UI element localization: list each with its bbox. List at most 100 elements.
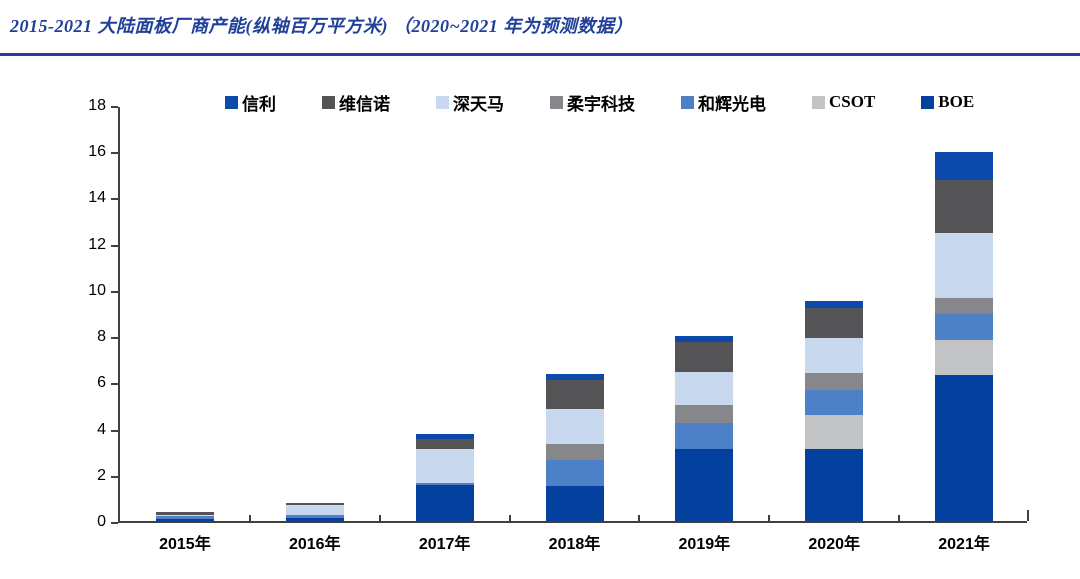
bar-segment-深天马 (545, 408, 604, 444)
y-axis-tick-label: 4 (97, 420, 106, 438)
bar-segment-和辉光电 (285, 515, 344, 518)
x-axis-category-label: 2015年 (159, 536, 211, 553)
bar-segment-柔宇科技 (675, 405, 734, 423)
legend-swatch-icon (436, 95, 449, 109)
y-axis-tick (111, 522, 118, 524)
legend-label: BOE (938, 92, 975, 111)
x-axis-tick (638, 515, 641, 521)
bar-segment-CSOT (935, 339, 994, 376)
x-axis-end-tick (1027, 510, 1029, 521)
bar-segment-和辉光电 (545, 459, 604, 487)
bar-segment-深天马 (155, 515, 214, 517)
legend-swatch-icon (322, 95, 335, 109)
x-axis-category-label: 2020年 (808, 536, 860, 553)
bar-segment-信利 (935, 152, 994, 181)
legend-label: 柔宇科技 (567, 94, 635, 114)
bar-segment-BOE (155, 518, 214, 521)
bar-segment-信利 (805, 301, 864, 309)
bar-segment-和辉光电 (935, 314, 994, 340)
legend-swatch-icon (681, 95, 694, 109)
y-axis-tick-label: 0 (97, 513, 106, 530)
bar-segment-BOE (675, 449, 734, 521)
chart-title: 2015-2021 大陆面板厂商产能(纵轴百万平方米) （2020~2021 年… (10, 16, 633, 36)
legend-item-CSOT: CSOT (812, 92, 875, 112)
x-axis-tick (248, 515, 251, 521)
legend-label: 信利 (242, 94, 276, 114)
x-axis-category-label: 2017年 (418, 536, 471, 553)
bar-segment-维信诺 (675, 341, 734, 372)
bar-segment-和辉光电 (155, 516, 214, 519)
bar-segment-柔宇科技 (545, 443, 604, 460)
y-axis-tick (111, 244, 118, 247)
legend-swatch-icon (550, 95, 563, 109)
y-axis-tick-label: 8 (97, 328, 106, 346)
bar-segment-维信诺 (285, 502, 344, 505)
y-axis-tick-label: 12 (88, 235, 106, 253)
legend-item-BOE: BOE (921, 92, 974, 112)
bar-segment-BOE (805, 449, 864, 521)
x-axis-category-label: 2018年 (548, 536, 601, 553)
y-axis-tick (111, 383, 118, 386)
y-axis-tick-label: 16 (88, 143, 106, 161)
y-axis-tick (111, 290, 118, 293)
y-axis-tick-label: 14 (88, 189, 106, 207)
bar-segment-深天马 (285, 504, 344, 516)
legend-item-维信诺: 维信诺 (322, 90, 390, 115)
bar-segment-柔宇科技 (935, 297, 994, 315)
y-axis-tick-label: 10 (88, 281, 106, 299)
bar-segment-BOE (285, 517, 344, 521)
bar-segment-维信诺 (415, 438, 474, 450)
bar-segment-深天马 (415, 449, 474, 483)
x-axis-tick (898, 515, 901, 521)
bar-segment-信利 (415, 434, 474, 439)
legend-swatch-icon (225, 95, 238, 109)
bar-segment-深天马 (935, 233, 994, 298)
bar-segment-和辉光电 (805, 390, 864, 415)
x-axis-category-label: 2021年 (938, 536, 990, 553)
capacity-stacked-bar-chart: 信利 维信诺 深天马 柔宇科技 和辉光电 CSOT BOE 0 2 4 6 8 10 12 14 16 18 2… (0, 60, 1080, 579)
bar-segment-深天马 (675, 371, 734, 406)
y-axis-tick (111, 152, 118, 155)
bar-segment-维信诺 (155, 511, 214, 516)
y-axis-tick (111, 429, 118, 432)
legend-item-深天马: 深天马 (436, 90, 504, 115)
bar-segment-维信诺 (805, 308, 864, 339)
title-divider (0, 53, 1080, 56)
y-axis-tick (111, 475, 118, 478)
x-axis-tick (378, 515, 381, 521)
y-axis-tick-label: 18 (88, 97, 106, 114)
y-axis-tick (111, 198, 118, 201)
bar-segment-信利 (675, 336, 734, 342)
bar-segment-CSOT (805, 414, 864, 450)
bar-segment-和辉光电 (675, 422, 734, 450)
legend-label: 维信诺 (339, 94, 390, 114)
legend-label: 和辉光电 (698, 94, 766, 114)
chart-title-bar: 2015-2021 大陆面板厂商产能(纵轴百万平方米) （2020~2021 年… (10, 12, 1070, 38)
legend-item-信利: 信利 (225, 90, 276, 115)
x-axis-category-label: 2019年 (678, 536, 731, 553)
legend-swatch-icon (812, 95, 825, 109)
bar-segment-深天马 (805, 338, 864, 374)
bar-segment-维信诺 (935, 180, 994, 234)
bar-segment-和辉光电 (415, 482, 474, 486)
bar-segment-柔宇科技 (805, 373, 864, 391)
x-axis-category-label: 2016年 (288, 536, 341, 553)
x-axis-tick (508, 515, 511, 521)
x-axis-tick (768, 515, 771, 521)
bar-segment-BOE (935, 375, 994, 521)
y-axis-tick-label: 2 (97, 466, 106, 484)
bar-segment-维信诺 (545, 380, 604, 409)
y-axis-tick-label: 6 (97, 374, 106, 392)
bar-segment-BOE (415, 485, 474, 521)
legend-label: CSOT (829, 92, 876, 111)
chart-legend: 信利 维信诺 深天马 柔宇科技 和辉光电 CSOT BOE (225, 90, 974, 115)
legend-item-和辉光电: 和辉光电 (681, 90, 766, 115)
legend-swatch-icon (921, 95, 935, 109)
plot-area: 0 2 4 6 8 10 12 14 16 18 2015年 2016年 2017年 2018年 2019年… (88, 97, 1029, 553)
y-axis-tick (111, 106, 118, 108)
y-axis-tick (111, 337, 118, 340)
bar-segment-信利 (545, 374, 604, 381)
bar-segment-BOE (545, 486, 604, 521)
legend-label: 深天马 (453, 94, 504, 114)
legend-item-柔宇科技: 柔宇科技 (550, 90, 635, 115)
